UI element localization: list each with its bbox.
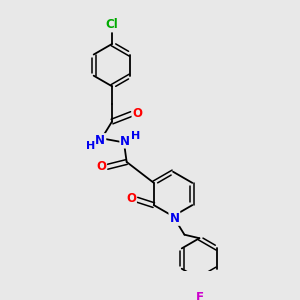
Text: N: N	[120, 135, 130, 148]
Text: Cl: Cl	[106, 19, 118, 32]
Text: H: H	[86, 141, 95, 151]
Text: N: N	[169, 212, 179, 225]
Text: F: F	[195, 291, 203, 300]
Text: O: O	[126, 192, 136, 205]
Text: N: N	[95, 134, 105, 147]
Text: O: O	[133, 107, 142, 121]
Text: O: O	[96, 160, 106, 173]
Text: H: H	[131, 131, 140, 141]
